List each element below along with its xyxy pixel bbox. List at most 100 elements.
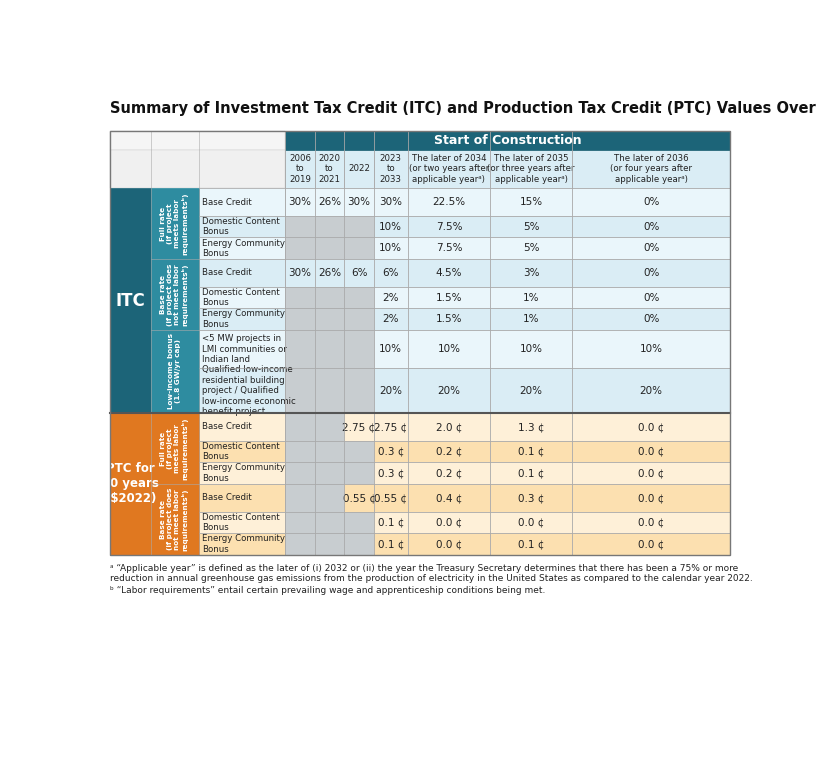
Text: 0.0 ¢: 0.0 ¢ bbox=[435, 539, 461, 549]
Bar bbox=[407, 330, 490, 368]
Text: 20%: 20% bbox=[379, 386, 402, 396]
Text: Domestic Content
Bonus: Domestic Content Bonus bbox=[201, 442, 279, 461]
Bar bbox=[572, 533, 730, 555]
Bar bbox=[151, 330, 198, 413]
Bar bbox=[285, 131, 730, 150]
Bar bbox=[572, 441, 730, 462]
Bar bbox=[344, 287, 373, 308]
Bar bbox=[344, 216, 373, 238]
Text: 7.5%: 7.5% bbox=[435, 243, 462, 253]
Bar bbox=[407, 462, 490, 484]
Bar bbox=[285, 150, 314, 189]
Text: Energy Community
Bonus: Energy Community Bonus bbox=[201, 534, 284, 554]
Bar bbox=[314, 462, 344, 484]
Bar bbox=[285, 259, 314, 287]
Text: Domestic Content
Bonus: Domestic Content Bonus bbox=[201, 287, 279, 307]
Bar bbox=[572, 462, 730, 484]
Text: 10%: 10% bbox=[379, 243, 402, 253]
Text: Base Credit: Base Credit bbox=[201, 198, 251, 206]
Text: 2023
to
2033: 2023 to 2033 bbox=[379, 154, 401, 184]
Bar bbox=[373, 512, 407, 533]
Bar bbox=[490, 150, 572, 189]
Bar bbox=[344, 462, 373, 484]
Text: The later of 2036
(or four years after
applicable yearᵃ): The later of 2036 (or four years after a… bbox=[609, 154, 691, 184]
Bar bbox=[198, 413, 285, 441]
Bar bbox=[110, 413, 151, 555]
Bar bbox=[373, 368, 407, 413]
Text: 0%: 0% bbox=[642, 222, 658, 231]
Bar bbox=[110, 131, 730, 555]
Bar bbox=[373, 259, 407, 287]
Text: Start of Construction: Start of Construction bbox=[433, 134, 581, 147]
Bar bbox=[490, 216, 572, 238]
Text: 30%: 30% bbox=[379, 197, 402, 207]
Bar bbox=[198, 533, 285, 555]
Bar bbox=[572, 259, 730, 287]
Bar bbox=[572, 150, 730, 189]
Bar bbox=[490, 308, 572, 330]
Text: 0.3 ¢: 0.3 ¢ bbox=[518, 493, 544, 502]
Bar bbox=[373, 308, 407, 330]
Bar bbox=[373, 484, 407, 512]
Bar bbox=[490, 259, 572, 287]
Text: 30%: 30% bbox=[347, 197, 370, 207]
Bar bbox=[407, 259, 490, 287]
Bar bbox=[407, 533, 490, 555]
Bar bbox=[285, 287, 314, 308]
Bar bbox=[285, 533, 314, 555]
Text: 0.1 ¢: 0.1 ¢ bbox=[378, 539, 404, 549]
Bar bbox=[198, 512, 285, 533]
Text: ITC: ITC bbox=[115, 291, 145, 309]
Bar bbox=[285, 368, 314, 413]
Bar bbox=[490, 189, 572, 216]
Text: 0.1 ¢: 0.1 ¢ bbox=[518, 446, 544, 456]
Bar bbox=[490, 413, 572, 441]
Bar bbox=[344, 150, 373, 189]
Bar bbox=[198, 308, 285, 330]
Bar bbox=[572, 308, 730, 330]
Bar bbox=[373, 413, 407, 441]
Text: 1.5%: 1.5% bbox=[435, 314, 462, 324]
Bar bbox=[373, 287, 407, 308]
Bar bbox=[373, 238, 407, 259]
Text: 0.2 ¢: 0.2 ¢ bbox=[435, 446, 462, 456]
Bar bbox=[285, 308, 314, 330]
Text: 0.0 ¢: 0.0 ¢ bbox=[637, 517, 663, 527]
Bar bbox=[314, 287, 344, 308]
Bar bbox=[314, 413, 344, 441]
Bar bbox=[285, 413, 314, 441]
Bar bbox=[572, 216, 730, 238]
Bar bbox=[407, 368, 490, 413]
Text: 2022: 2022 bbox=[347, 164, 369, 174]
Bar bbox=[285, 216, 314, 238]
Bar bbox=[314, 512, 344, 533]
Text: 10%: 10% bbox=[379, 222, 402, 231]
Text: The later of 2035
(or three years after
applicable yearᵃ): The later of 2035 (or three years after … bbox=[486, 154, 574, 184]
Bar bbox=[407, 238, 490, 259]
Text: 2.75 ¢: 2.75 ¢ bbox=[373, 422, 407, 432]
Text: Domestic Content
Bonus: Domestic Content Bonus bbox=[201, 217, 279, 236]
Bar bbox=[285, 512, 314, 533]
Bar bbox=[198, 330, 285, 368]
Bar bbox=[198, 259, 285, 287]
Text: 5%: 5% bbox=[523, 222, 539, 231]
Bar bbox=[314, 330, 344, 368]
Bar bbox=[198, 189, 285, 216]
Bar bbox=[314, 484, 344, 512]
Text: Domestic Content
Bonus: Domestic Content Bonus bbox=[201, 513, 279, 532]
Text: 22.5%: 22.5% bbox=[432, 197, 465, 207]
Text: 2.0 ¢: 2.0 ¢ bbox=[435, 422, 462, 432]
Bar bbox=[572, 238, 730, 259]
Bar bbox=[198, 484, 285, 512]
Text: 0.1 ¢: 0.1 ¢ bbox=[518, 468, 544, 478]
Text: 0.0 ¢: 0.0 ¢ bbox=[637, 468, 663, 478]
Bar bbox=[373, 189, 407, 216]
Bar bbox=[407, 484, 490, 512]
Bar bbox=[314, 150, 344, 189]
Bar bbox=[344, 238, 373, 259]
Bar bbox=[110, 189, 151, 413]
Bar bbox=[407, 287, 490, 308]
Bar bbox=[373, 216, 407, 238]
Bar bbox=[490, 368, 572, 413]
Text: 20%: 20% bbox=[519, 386, 542, 396]
